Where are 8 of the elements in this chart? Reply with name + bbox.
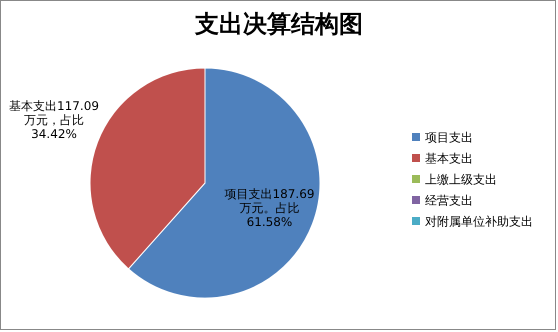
data-label: 项目支出187.69万元。占比61.58% — [223, 186, 316, 229]
chart-title: 支出决算结构图 — [194, 9, 363, 38]
legend-label: 经营支出 — [425, 194, 473, 208]
legend-label: 上缴上级支出 — [425, 172, 497, 186]
legend-label: 项目支出 — [425, 130, 473, 144]
data-label: 基本支出117.09万元，占比34.42% — [8, 98, 100, 141]
legend-label: 对附属单位补助支出 — [425, 214, 533, 228]
legend-label: 基本支出 — [425, 152, 473, 166]
